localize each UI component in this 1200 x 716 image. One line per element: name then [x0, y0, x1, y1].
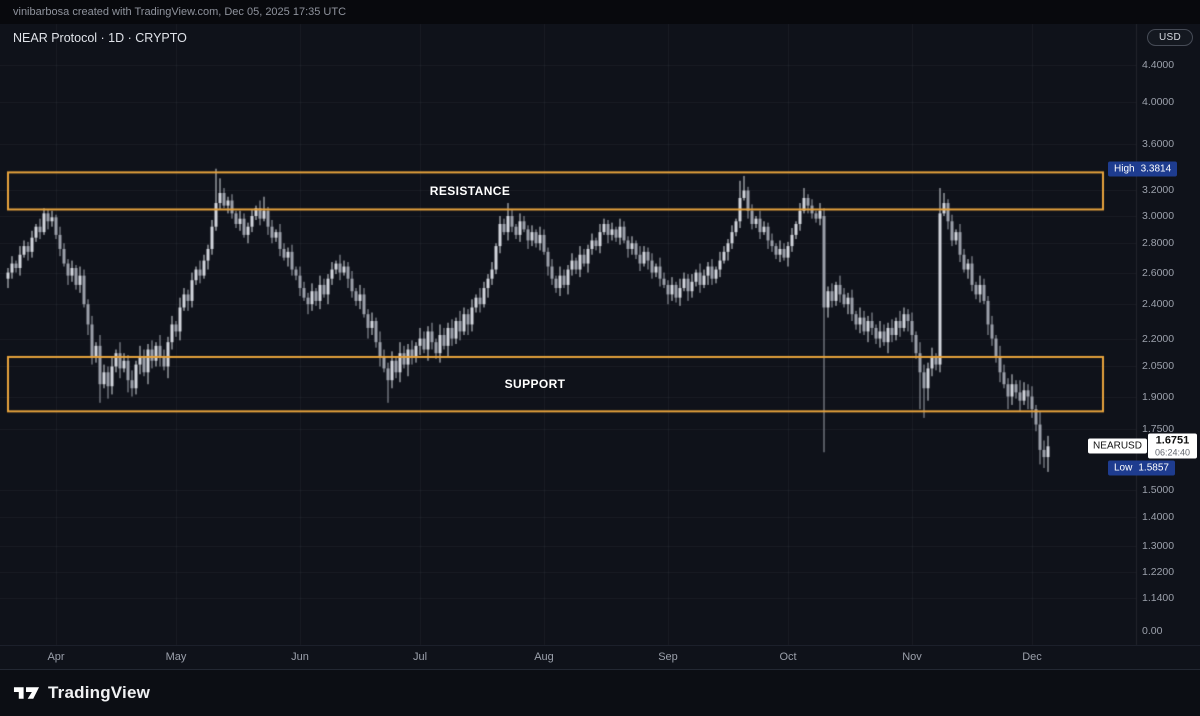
footer-bar: TradingView — [0, 669, 1200, 716]
symbol-title[interactable]: NEAR Protocol · 1D · CRYPTO — [13, 31, 187, 45]
currency-toggle-button[interactable]: USD — [1146, 29, 1193, 46]
time-tick-may: May — [165, 651, 187, 663]
time-tick-nov: Nov — [902, 651, 922, 663]
tradingview-logo[interactable]: TradingView — [13, 683, 150, 703]
support-label: SUPPORT — [504, 377, 566, 392]
time-tick-dec: Dec — [1022, 651, 1042, 663]
tradingview-logo-icon — [13, 687, 40, 699]
time-tick-apr: Apr — [47, 651, 65, 663]
attribution-text: vinibarbosa created with TradingView.com… — [13, 6, 347, 18]
tradingview-brand-text: TradingView — [48, 683, 151, 702]
time-tick-jun: Jun — [291, 651, 309, 663]
time-axis[interactable]: Apr May Jun Jul Aug Sep Oct Nov Dec — [0, 645, 1200, 670]
time-tick-sep: Sep — [658, 651, 678, 663]
attribution-bar: vinibarbosa created with TradingView.com… — [0, 0, 1200, 24]
resistance-label: RESISTANCE — [429, 183, 511, 198]
time-tick-aug: Aug — [534, 651, 554, 663]
time-tick-oct: Oct — [779, 651, 797, 663]
time-tick-jul: Jul — [412, 651, 428, 663]
